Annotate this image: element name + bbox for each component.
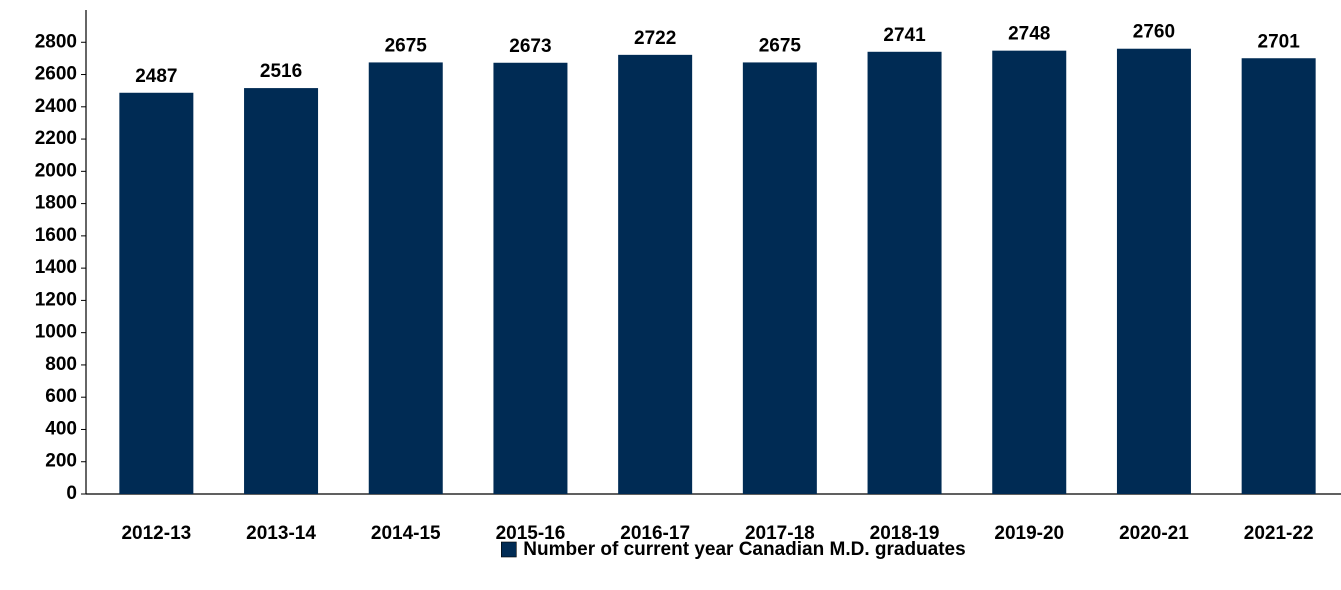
bar [992, 50, 1067, 494]
y-tick-label: 1400 [35, 257, 77, 278]
value-label: 2741 [883, 25, 926, 46]
y-tick-label: 200 [45, 451, 77, 472]
bar [867, 51, 942, 494]
bar [1241, 58, 1316, 494]
x-tick-label: 2013-14 [246, 523, 316, 544]
bar [493, 62, 568, 494]
y-tick-label: 0 [66, 483, 77, 504]
value-label: 2675 [385, 35, 428, 56]
y-tick-label: 1600 [35, 225, 77, 246]
bar [1116, 48, 1191, 494]
value-label: 2748 [1008, 24, 1050, 45]
x-tick-label: 2014-15 [371, 523, 441, 544]
y-tick-label: 1200 [35, 289, 77, 310]
x-tick-label: 2018-19 [870, 523, 940, 544]
y-tick-label: 2600 [35, 64, 77, 85]
value-label: 2701 [1258, 31, 1301, 52]
value-label: 2722 [634, 28, 676, 49]
x-tick-label: 2016-17 [620, 523, 690, 544]
y-tick-label: 2800 [35, 31, 77, 52]
y-tick-label: 400 [45, 418, 77, 439]
value-label: 2487 [135, 66, 177, 87]
value-label: 2673 [509, 36, 551, 57]
value-label: 2760 [1133, 22, 1175, 43]
y-tick-label: 1000 [35, 322, 77, 343]
bar [742, 62, 817, 494]
legend-swatch [501, 541, 517, 558]
legend-label: Number of current year Canadian M.D. gra… [523, 539, 965, 560]
bar [368, 62, 443, 494]
value-label: 2516 [260, 61, 302, 82]
bar [618, 54, 693, 494]
value-label: 2675 [759, 35, 802, 56]
x-tick-label: 2015-16 [496, 523, 566, 544]
x-tick-label: 2019-20 [994, 523, 1064, 544]
x-tick-label: 2012-13 [121, 523, 191, 544]
x-tick-label: 2021-22 [1244, 523, 1314, 544]
y-tick-label: 2400 [35, 96, 77, 117]
x-tick-label: 2017-18 [745, 523, 815, 544]
bar [244, 88, 319, 495]
y-tick-label: 2000 [35, 160, 77, 181]
x-tick-label: 2020-21 [1119, 523, 1189, 544]
y-tick-label: 2200 [35, 128, 77, 149]
y-tick-label: 1800 [35, 193, 77, 214]
y-tick-label: 600 [45, 386, 77, 407]
y-tick-label: 800 [45, 354, 77, 375]
bar [119, 92, 194, 494]
